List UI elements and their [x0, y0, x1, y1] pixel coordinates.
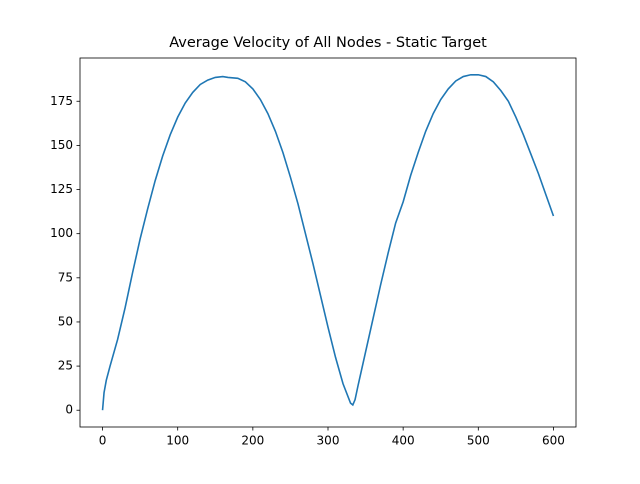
x-tick-label: 300	[317, 434, 340, 448]
y-tick-label: 75	[58, 270, 73, 284]
plot-frame	[79, 57, 577, 428]
y-tick-label: 25	[58, 359, 73, 373]
y-tick-label: 125	[50, 182, 73, 196]
y-tick-label: 50	[58, 314, 73, 328]
y-tick-label: 150	[50, 138, 73, 152]
x-tick-label: 0	[99, 434, 107, 448]
x-tick-label: 600	[542, 434, 565, 448]
x-tick-label: 400	[392, 434, 415, 448]
line-series	[101, 73, 555, 411]
y-tick-label: 0	[65, 403, 73, 417]
x-tick-label: 100	[166, 434, 189, 448]
y-tick-label: 100	[50, 226, 73, 240]
chart-title: Average Velocity of All Nodes - Static T…	[169, 35, 487, 51]
x-tick-label: 500	[467, 434, 490, 448]
x-tick-label: 200	[241, 434, 264, 448]
y-tick-label: 175	[50, 94, 73, 108]
